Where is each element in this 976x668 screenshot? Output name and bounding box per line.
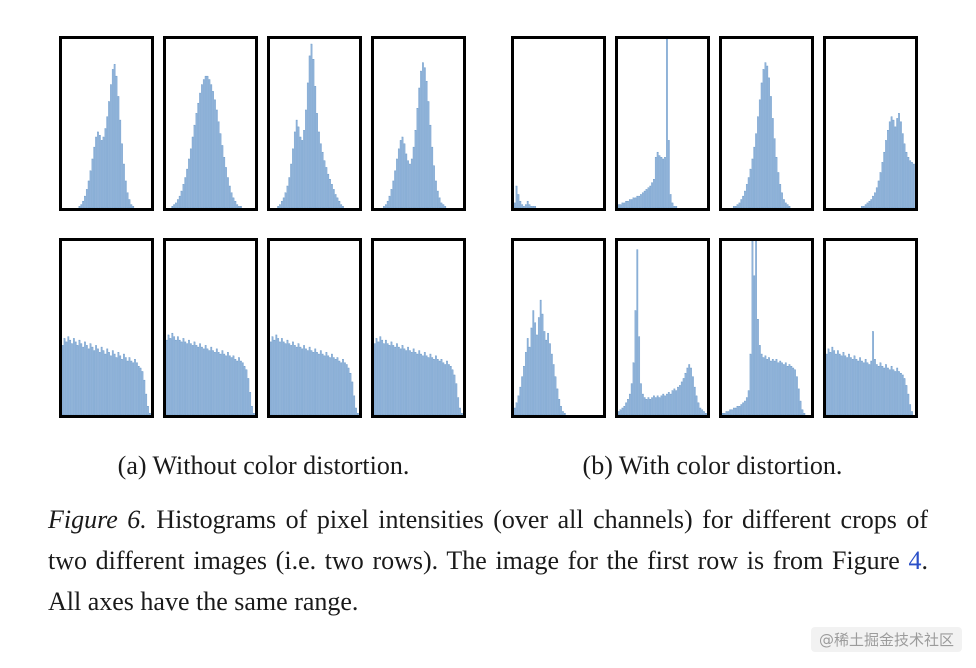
subcaption-row: (a) Without color distortion. (b) With c… — [0, 450, 976, 481]
histogram-panel — [58, 238, 154, 418]
subcaption-b: (b) With color distortion. — [582, 451, 843, 480]
group-without-distortion-row-2 — [58, 238, 466, 418]
histogram-panel — [718, 238, 814, 418]
histogram-panel — [162, 238, 258, 418]
figure-4-link[interactable]: 4 — [908, 546, 922, 576]
group-without-distortion-row-1 — [58, 36, 466, 211]
histogram-panel — [510, 238, 606, 418]
histogram-plot — [617, 249, 707, 415]
group-with-distortion-row-1 — [510, 36, 918, 211]
group-with-distortion-row-2 — [510, 238, 918, 418]
histogram-panel — [370, 36, 466, 211]
histogram-plot — [373, 336, 463, 415]
histogram-plot — [382, 62, 446, 208]
histogram-plot — [61, 336, 151, 415]
histogram-panel — [266, 238, 362, 418]
histogram-row-1 — [0, 36, 976, 211]
histogram-plot — [732, 62, 790, 208]
histogram-panel — [266, 36, 362, 211]
histogram-panel — [614, 238, 710, 418]
histogram-plot — [269, 334, 359, 415]
histogram-row-2 — [0, 238, 976, 418]
watermark: @稀土掘金技术社区 — [810, 627, 962, 652]
subcaption-a: (a) Without color distortion. — [117, 451, 410, 480]
histogram-panel — [510, 36, 606, 211]
histogram-plot — [617, 39, 677, 208]
figure-6: (a) Without color distortion. (b) With c… — [0, 36, 976, 622]
histogram-panel — [162, 36, 258, 211]
histogram-plot — [860, 113, 915, 208]
figure-caption: Figure 6. Histograms of pixel intensitie… — [48, 499, 928, 622]
histogram-plot — [170, 75, 242, 208]
histogram-panel — [370, 238, 466, 418]
histogram-plot — [825, 331, 913, 415]
histogram-plot — [513, 299, 566, 415]
histogram-panel — [718, 36, 814, 211]
histogram-panel — [822, 238, 918, 418]
histogram-plot — [513, 185, 536, 208]
histogram-panel — [822, 36, 918, 211]
histogram-plot — [165, 332, 255, 415]
histogram-panel — [58, 36, 154, 211]
figure-caption-label: Figure 6. — [48, 505, 147, 535]
figure-caption-text-1: Histograms of pixel intensities (over al… — [48, 505, 928, 576]
histogram-plot — [276, 43, 344, 208]
figure-caption-text-2: . All axes have the same range. — [48, 546, 928, 617]
histogram-plot — [721, 241, 805, 415]
histogram-panel — [614, 36, 710, 211]
histogram-plot — [78, 64, 134, 208]
